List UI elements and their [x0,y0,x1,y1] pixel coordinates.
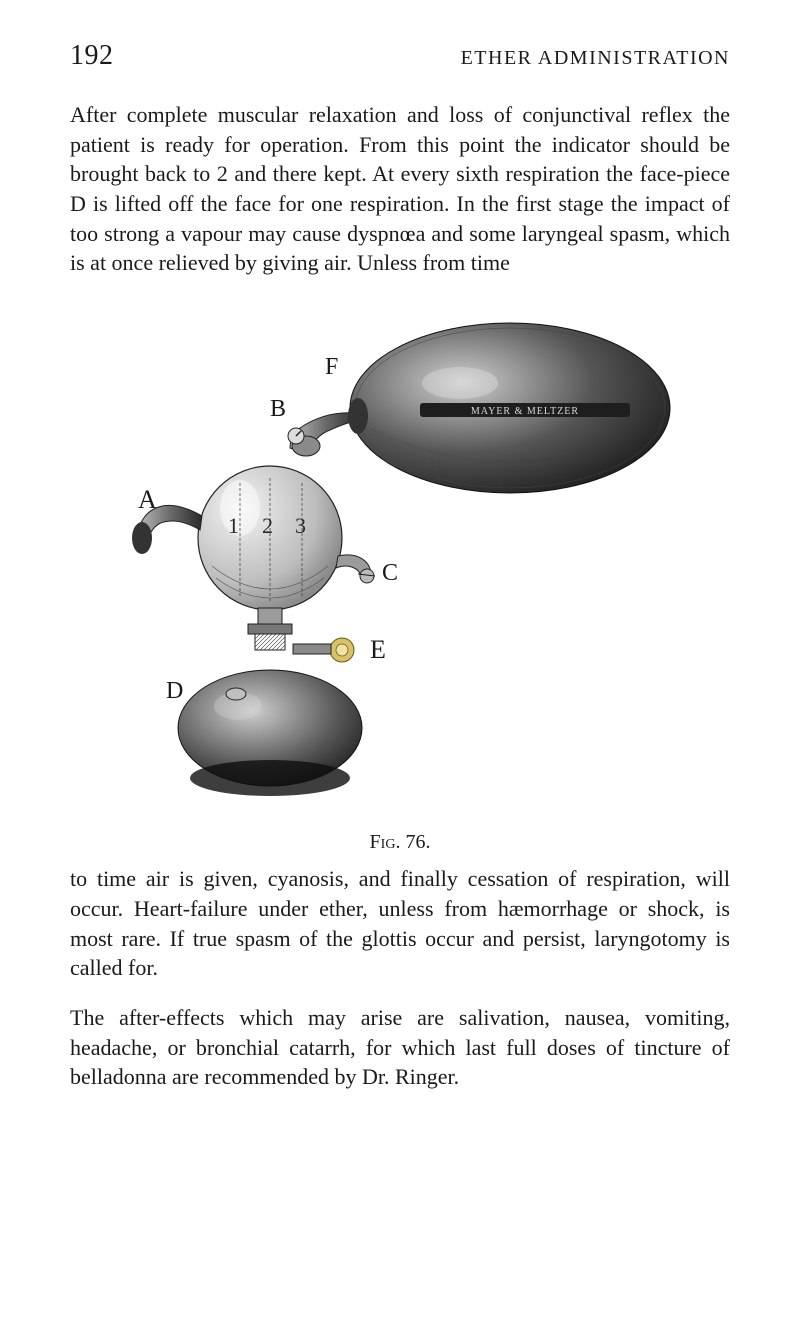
svg-text:1: 1 [228,513,239,538]
label-D: D [166,678,183,704]
paragraph-3: The after-effects which may arise are sa… [70,1003,730,1092]
page-number: 192 [70,40,114,72]
paragraph-2: to time air is given, cyanosis, and fina… [70,864,730,983]
svg-text:MAYER & MELTZER: MAYER & MELTZER [471,406,579,417]
ether-bulb: 1 2 3 [198,466,342,610]
running-title: ETHER ADMINISTRATION [461,47,730,70]
figure-caption: Fig. 76. [70,831,730,854]
page-container: 192 ETHER ADMINISTRATION After complete … [0,0,800,1152]
label-A: A [138,485,157,514]
outlet-c [336,555,374,583]
label-F: F [325,354,338,380]
base-reservoir [178,670,362,796]
breathing-bag: MAYER & MELTZER [350,323,670,493]
label-E: E [370,635,386,664]
label-C: C [382,560,398,586]
figure-76: MAYER & MELTZER [70,298,730,854]
svg-text:2: 2 [262,513,273,538]
svg-text:3: 3 [295,513,306,538]
ether-apparatus-illustration: MAYER & MELTZER [120,298,680,818]
paragraph-1: After complete muscular relaxation and l… [70,100,730,278]
header-row: 192 ETHER ADMINISTRATION [70,40,730,72]
stem-fittings [248,608,354,662]
bag-neck [288,398,368,456]
label-B: B [270,396,286,422]
